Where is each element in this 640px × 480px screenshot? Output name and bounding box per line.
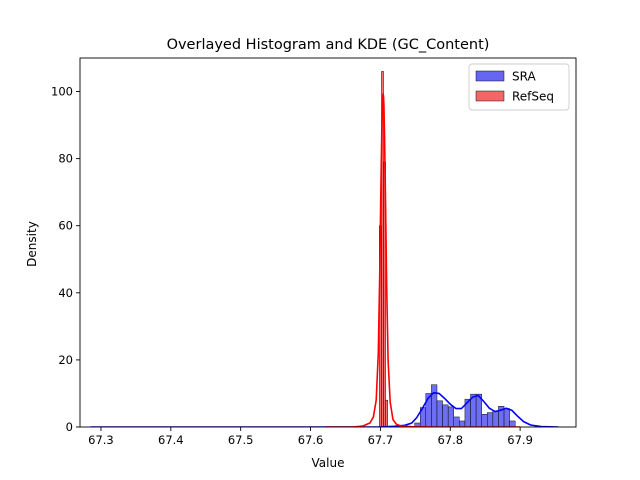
sra-bar-13: [487, 412, 494, 427]
y-tick-label-5: 100: [51, 85, 73, 99]
y-tick-label-4: 80: [58, 152, 73, 166]
sra-bar-6: [447, 406, 454, 427]
sra-bar-7: [453, 416, 460, 427]
x-tick-label-5: 67.8: [437, 433, 463, 447]
refseq-bar-3: [385, 399, 388, 427]
legend-swatch-refseq: [475, 90, 505, 102]
legend: SRA RefSeq: [468, 63, 570, 111]
sra-bar-12: [481, 414, 488, 427]
x-tick-label-4: 67.7: [368, 433, 394, 447]
sra-bar-5: [442, 404, 449, 427]
y-axis: 0 20 40 60 80 100: [51, 85, 80, 434]
legend-swatch-sra: [475, 70, 505, 82]
chart-title: Overlayed Histogram and KDE (GC_Content): [167, 37, 490, 53]
legend-label-refseq: RefSeq: [512, 90, 554, 104]
sra-kde-line: [90, 391, 559, 427]
legend-label-sra: SRA: [512, 70, 536, 84]
x-axis: 67.3 67.4 67.5 67.6 67.7 67.8 67.9: [88, 427, 533, 447]
x-tick-label-1: 67.4: [158, 433, 184, 447]
y-axis-label: Density: [25, 221, 39, 267]
plot-area: [79, 57, 577, 428]
y-tick-label-2: 40: [58, 286, 73, 300]
y-tick-label-3: 60: [58, 219, 73, 233]
x-tick-label-3: 67.6: [298, 433, 324, 447]
x-axis-label: Value: [312, 456, 345, 470]
plot-frame: [79, 57, 577, 428]
x-tick-label-0: 67.3: [88, 433, 114, 447]
x-tick-label-2: 67.5: [228, 433, 254, 447]
sra-bar-11: [475, 393, 482, 427]
sra-bar-3: [431, 384, 438, 427]
sra-bar-17: [509, 420, 516, 427]
x-tick-label-6: 67.9: [507, 433, 533, 447]
refseq-kde-line: [324, 93, 521, 427]
sra-bar-16: [503, 408, 510, 427]
sra-bar-8: [459, 420, 466, 427]
y-tick-label-0: 0: [66, 420, 73, 434]
y-tick-label-1: 20: [58, 353, 73, 367]
sra-bar-4: [436, 400, 443, 427]
sra-bar-14: [492, 410, 499, 427]
